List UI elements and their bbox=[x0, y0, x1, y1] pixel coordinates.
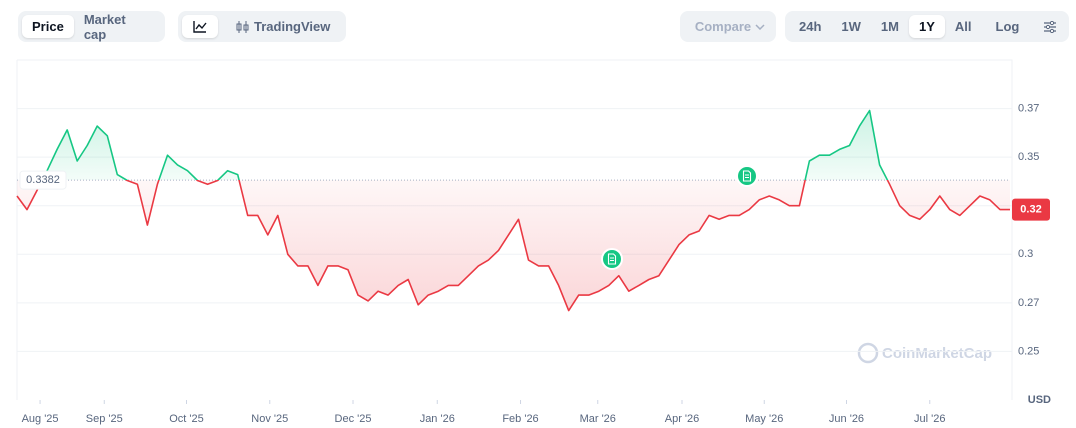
x-tick-label: Dec '25 bbox=[335, 413, 372, 425]
x-tick-label: Apr '26 bbox=[665, 413, 700, 425]
y-tick-label: 0.37 bbox=[1018, 102, 1039, 114]
baseline-label: 0.3382 bbox=[26, 174, 60, 186]
range-button[interactable]: 24h bbox=[799, 19, 822, 34]
settings-icon bbox=[1044, 20, 1057, 33]
line-icon bbox=[193, 20, 207, 33]
baseline-label-box bbox=[19, 170, 67, 190]
x-tick-label: Feb '26 bbox=[502, 413, 538, 425]
range-button[interactable]: 1W bbox=[841, 19, 861, 34]
y-tick-label: 0.27 bbox=[1018, 297, 1039, 309]
range-button[interactable]: 1Y bbox=[908, 15, 945, 38]
line-mode-button[interactable] bbox=[182, 15, 218, 38]
range-button[interactable]: 1M bbox=[880, 19, 899, 34]
x-tick-label: Jul '26 bbox=[914, 413, 945, 425]
y-unit: USD bbox=[1028, 394, 1051, 406]
price-button[interactable]: Price bbox=[22, 15, 74, 38]
settings-button[interactable] bbox=[1033, 15, 1067, 38]
market-cap-button[interactable]: Market cap bbox=[83, 11, 126, 42]
watermark-text: CoinMarketCap bbox=[882, 345, 992, 362]
tradingview-button[interactable]: TradingView bbox=[218, 15, 340, 38]
price-line bbox=[16, 109, 1010, 312]
x-tick-label: May '26 bbox=[745, 413, 783, 425]
x-tick-label: Sep '25 bbox=[86, 413, 123, 425]
tradingview-label: TradingView bbox=[254, 19, 331, 34]
chart-mode: TradingView bbox=[178, 11, 346, 42]
x-tick-label: Jan '26 bbox=[420, 413, 455, 425]
y-tick-label: 0.35 bbox=[1018, 151, 1039, 163]
news-icon bbox=[742, 170, 752, 182]
y-tick-label: 0.3 bbox=[1018, 248, 1033, 260]
x-tick-label: Jun '26 bbox=[829, 413, 864, 425]
news-icon bbox=[607, 253, 617, 265]
candle-icon bbox=[236, 20, 249, 33]
y-tick-label: 0.25 bbox=[1018, 345, 1039, 357]
chevron bbox=[755, 23, 765, 30]
last-price-tag bbox=[1012, 198, 1050, 221]
range-button[interactable]: All bbox=[954, 19, 972, 34]
watermark: CoinMarketCap bbox=[857, 342, 992, 364]
news-marker bbox=[736, 165, 758, 187]
log-button[interactable]: Log bbox=[995, 19, 1020, 34]
plot-frame bbox=[16, 59, 1013, 400]
x-tick-label: Nov '25 bbox=[251, 413, 288, 425]
y-tick-label: 0.32 bbox=[1018, 200, 1039, 212]
price-toggle: Price Market cap bbox=[18, 11, 165, 42]
news-marker bbox=[601, 248, 623, 270]
range-toggle: 24h 1W 1M 1Y All Log bbox=[785, 11, 1069, 42]
area-fill bbox=[17, 110, 1010, 311]
compare-label: Compare bbox=[694, 19, 752, 34]
compare-select[interactable]: Compare bbox=[680, 11, 776, 42]
x-tick-label: Mar '26 bbox=[580, 413, 616, 425]
last-price-label: 0.32 bbox=[1020, 204, 1041, 216]
x-tick-label: Aug '25 bbox=[22, 413, 59, 425]
x-tick-label: Oct '25 bbox=[169, 413, 204, 425]
